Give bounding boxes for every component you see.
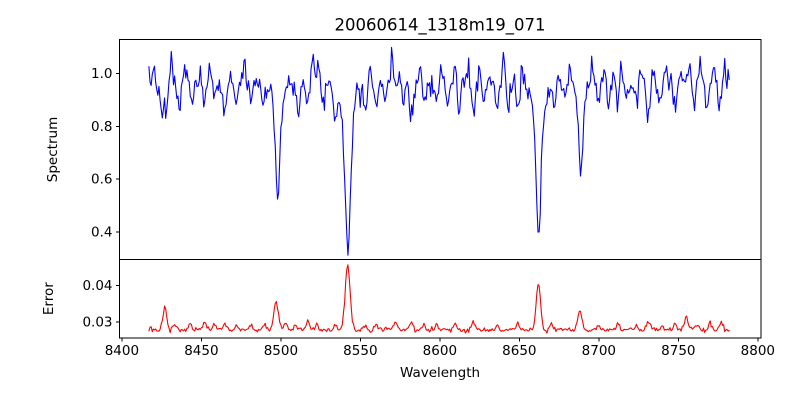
y-tick-label: 0.8 bbox=[91, 119, 112, 135]
x-tick-label: 8400 bbox=[105, 343, 139, 359]
y-axis-label-error: Error bbox=[41, 282, 57, 315]
y-tick-label: 0.03 bbox=[82, 315, 112, 331]
y-tick-label: 0.6 bbox=[91, 172, 112, 188]
x-tick-label: 8700 bbox=[582, 343, 616, 359]
y-tick-label: 0.4 bbox=[91, 224, 112, 240]
y-tick-label: 0.04 bbox=[82, 278, 112, 294]
y-axis-label-spectrum: Spectrum bbox=[45, 117, 61, 182]
x-tick-label: 8450 bbox=[184, 343, 218, 359]
error-line bbox=[148, 264, 730, 334]
x-tick-label: 8500 bbox=[264, 343, 298, 359]
spectrum-line bbox=[148, 46, 730, 256]
x-tick-label: 8600 bbox=[423, 343, 457, 359]
x-tick-label: 8750 bbox=[661, 343, 695, 359]
x-tick-label: 8800 bbox=[741, 343, 775, 359]
x-tick-label: 8650 bbox=[502, 343, 536, 359]
axes-frame bbox=[119, 39, 762, 339]
x-axis-label: Wavelength bbox=[400, 365, 480, 381]
y-tick-label: 1.0 bbox=[91, 66, 112, 82]
x-tick-label: 8550 bbox=[343, 343, 377, 359]
plot-title: 20060614_1318m19_071 bbox=[334, 16, 545, 36]
